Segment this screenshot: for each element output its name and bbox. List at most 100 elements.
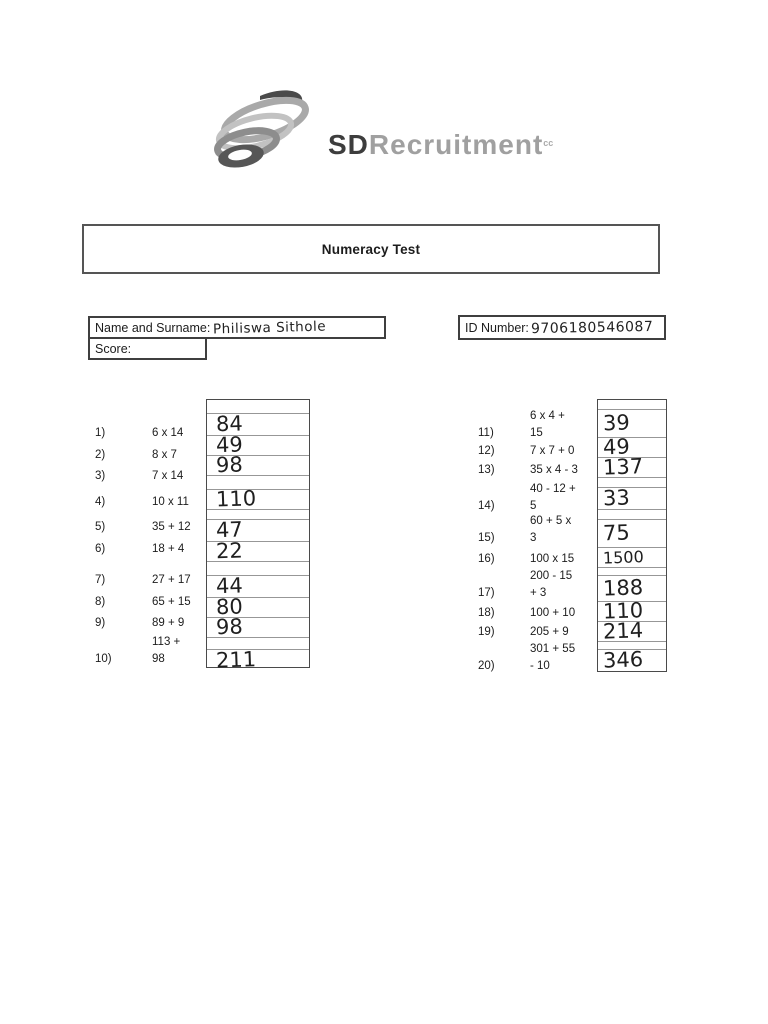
id-field-box: ID Number: 9706180546087	[458, 315, 666, 340]
answer-cell: 84	[207, 411, 309, 436]
brand-light: Recruitment	[368, 129, 544, 160]
answer-cell: 44	[207, 573, 309, 598]
question-number: 13)	[478, 464, 495, 476]
question-row: 11) 6 x 4 + 15	[478, 408, 658, 442]
question-expression: 7 x 7 + 0	[530, 445, 575, 457]
question-row: 7) 27 + 17	[95, 572, 275, 589]
answer-cell: 49	[207, 432, 309, 457]
question-expression: 100 x 15	[530, 553, 575, 565]
answer-cell-blank	[598, 642, 666, 650]
question-number: 6)	[95, 543, 106, 555]
answer-handwriting: 75	[602, 520, 631, 546]
answer-handwriting: 188	[602, 575, 644, 601]
question-row: 12) 7 x 7 + 0	[478, 443, 658, 460]
answer-cell: 98	[207, 452, 309, 477]
answer-cell: 214	[598, 618, 666, 644]
question-number: 11)	[478, 427, 494, 439]
question-row: 3) 7 x 14	[95, 468, 275, 485]
question-expression: 27 + 17	[152, 574, 191, 586]
question-row: 8) 65 + 15	[95, 594, 275, 611]
answer-cell: 1500	[598, 546, 666, 568]
question-row: 2) 8 x 7	[95, 447, 275, 464]
question-number: 18)	[478, 607, 495, 619]
answer-grid-left: 84 49 98 110 47 22 44 80 98 211	[206, 399, 310, 673]
question-number: 9)	[95, 617, 106, 629]
answer-grid-right: 39 49 137 33 75 1500 188 110 214 346	[597, 399, 667, 673]
name-label: Name and Surname:	[95, 320, 211, 335]
answer-cell: 346	[598, 647, 666, 673]
question-expression: 7 x 14	[152, 470, 184, 482]
answer-handwriting: 33	[602, 485, 631, 511]
sd-recruitment-swirl-icon	[214, 90, 309, 168]
answer-cell-blank	[207, 638, 309, 650]
answer-handwriting: 1500	[602, 546, 645, 568]
question-row: 1) 6 x 14	[95, 425, 275, 442]
question-expression: 65 + 15	[152, 596, 191, 608]
id-label: ID Number:	[465, 320, 529, 335]
question-row: 5) 35 + 12	[95, 519, 275, 536]
question-expression: 6 x 14	[152, 427, 184, 439]
answer-handwriting: 137	[602, 454, 644, 480]
brand-strong: SD	[328, 129, 369, 160]
score-field-box: Score:	[88, 339, 207, 360]
question-expression: 89 + 9	[152, 617, 185, 629]
answer-cell-blank	[598, 478, 666, 488]
question-row: 9) 89 + 9	[95, 615, 275, 632]
answer-cell: 80	[207, 594, 309, 619]
answer-handwriting: 211	[215, 647, 257, 673]
title-box: Numeracy Test	[82, 224, 660, 274]
answer-cell: 39	[598, 410, 666, 438]
answer-handwriting: 39	[602, 410, 631, 436]
answer-cell: 110	[598, 598, 666, 624]
score-label: Score:	[95, 341, 132, 356]
question-expression: 60 + 5 x 3	[530, 515, 572, 544]
answer-handwriting: 346	[602, 647, 644, 673]
answer-handwriting: 214	[602, 618, 644, 644]
answer-cell-blank	[207, 476, 309, 490]
question-row: 18) 100 + 10	[478, 605, 658, 622]
answer-cell: 75	[598, 520, 666, 548]
question-number: 8)	[95, 596, 106, 608]
question-row: 10) 113 + 98	[95, 634, 275, 668]
question-number: 4)	[95, 496, 106, 508]
question-row: 16) 100 x 15	[478, 551, 658, 568]
question-number: 14)	[478, 500, 495, 512]
answer-cell: 33	[598, 485, 666, 511]
question-expression: 8 x 7	[152, 449, 177, 461]
answer-handwriting: 110	[215, 486, 257, 512]
question-number: 12)	[478, 445, 495, 457]
question-number: 19)	[478, 626, 495, 638]
answer-cell-blank	[598, 510, 666, 520]
answer-cell-blank	[207, 510, 309, 520]
question-number: 17)	[478, 587, 495, 599]
question-row: 6) 18 + 4	[95, 541, 275, 558]
question-number: 1)	[95, 427, 106, 439]
answer-cell: 98	[207, 614, 309, 640]
name-field-box: Name and Surname: Philiswa Sithole	[88, 316, 386, 339]
question-number: 20)	[478, 660, 495, 672]
question-expression: 200 - 15 + 3	[530, 570, 573, 599]
answer-handwriting: 22	[215, 538, 244, 564]
question-expression: 205 + 9	[530, 626, 569, 638]
question-number: 15)	[478, 532, 495, 544]
answer-cell-blank	[207, 400, 309, 414]
answer-cell: 188	[598, 575, 666, 602]
question-expression: 6 x 4 + 15	[530, 410, 565, 439]
question-number: 3)	[95, 470, 106, 482]
question-row: 20) 301 + 55 - 10	[478, 641, 658, 675]
question-number: 5)	[95, 521, 106, 533]
answer-cell-blank	[207, 562, 309, 576]
answer-cell-blank	[598, 400, 666, 410]
answer-cell: 110	[207, 486, 309, 512]
question-row: 14) 40 - 12 + 5	[478, 481, 658, 515]
question-number: 2)	[95, 449, 106, 461]
question-row: 19) 205 + 9	[478, 624, 658, 641]
page-title: Numeracy Test	[321, 241, 421, 257]
answer-cell: 211	[207, 647, 309, 673]
answer-cell: 22	[207, 538, 309, 564]
answer-handwriting: 98	[215, 614, 244, 640]
question-number: 16)	[478, 553, 495, 565]
question-row: 13) 35 x 4 - 3	[478, 462, 658, 479]
question-expression: 113 + 98	[152, 636, 181, 665]
